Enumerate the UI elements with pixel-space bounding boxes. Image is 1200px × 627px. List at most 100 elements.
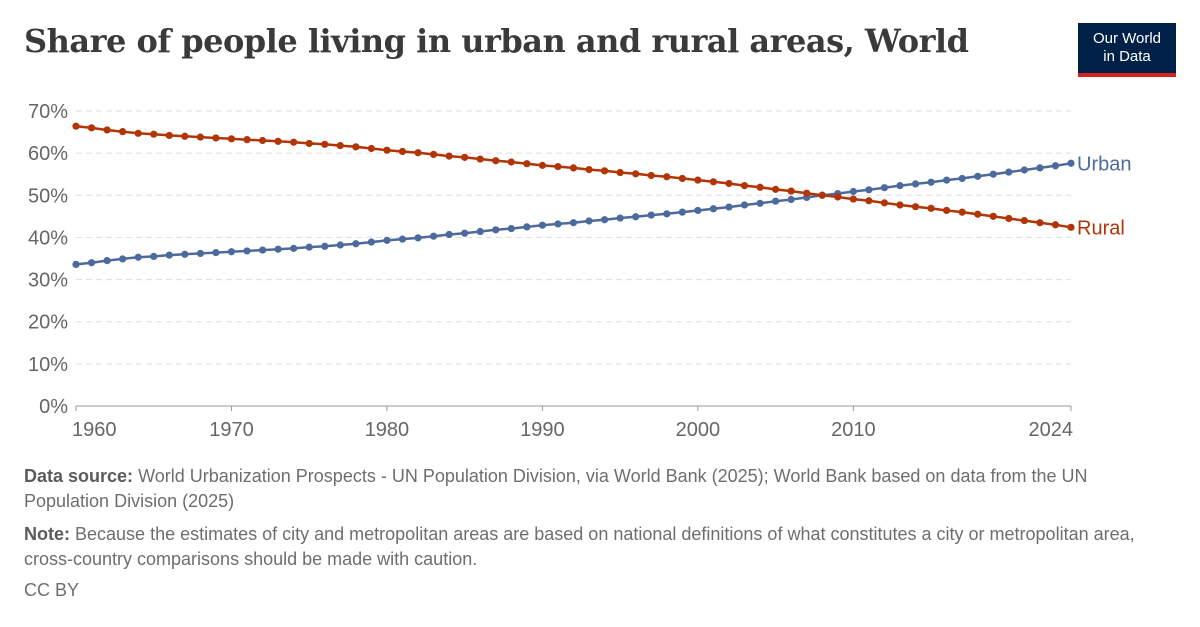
- x-tick-label: 1990: [520, 419, 565, 441]
- data-point-urban: [538, 221, 547, 229]
- data-point-urban: [476, 227, 484, 236]
- data-point-rural: [756, 183, 764, 191]
- data-point-rural: [336, 141, 344, 150]
- data-point-urban: [119, 255, 127, 263]
- data-point-urban: [694, 206, 702, 215]
- data-point-urban: [911, 180, 920, 188]
- data-point-urban: [1005, 168, 1013, 176]
- series-label-rural: Rural: [1077, 217, 1125, 239]
- data-point-urban: [258, 246, 267, 254]
- logo-line-2: in Data: [1103, 48, 1151, 65]
- data-point-rural: [911, 203, 920, 211]
- data-point-urban: [150, 252, 158, 260]
- data-point-rural: [974, 210, 982, 218]
- data-point-urban: [865, 186, 873, 194]
- data-point-rural: [1067, 223, 1075, 231]
- data-point-urban: [600, 216, 609, 224]
- data-point-rural: [585, 165, 593, 174]
- data-point-urban: [290, 244, 298, 252]
- data-point-rural: [72, 122, 80, 130]
- data-point-urban: [585, 217, 593, 225]
- data-point-rural: [740, 181, 749, 190]
- data-point-urban: [756, 199, 764, 207]
- data-point-rural: [445, 152, 453, 160]
- data-point-urban: [943, 176, 951, 184]
- data-point-rural: [678, 174, 686, 183]
- x-tick-label: 1970: [209, 419, 254, 441]
- data-point-urban: [134, 253, 142, 261]
- data-point-urban: [647, 211, 655, 219]
- data-point-urban: [103, 257, 111, 265]
- data-point-rural: [787, 187, 795, 195]
- data-point-urban: [725, 203, 733, 211]
- data-point-urban: [616, 214, 624, 222]
- owid-logo[interactable]: Our World in Data: [1078, 23, 1176, 77]
- series-label-urban: Urban: [1077, 153, 1131, 175]
- data-source-label: Data source:: [24, 466, 134, 486]
- data-point-rural: [321, 140, 329, 148]
- data-point-rural: [694, 176, 702, 184]
- data-point-rural: [492, 157, 500, 165]
- data-point-rural: [1005, 214, 1013, 223]
- data-point-rural: [958, 208, 966, 216]
- data-source: Data source: World Urbanization Prospect…: [24, 464, 1174, 514]
- data-point-urban: [1051, 162, 1060, 170]
- data-point-urban: [414, 234, 422, 242]
- data-point-rural: [87, 124, 96, 132]
- data-point-rural: [896, 201, 904, 209]
- chart-title: Share of people living in urban and rura…: [24, 22, 969, 60]
- data-point-urban: [1020, 166, 1028, 174]
- data-point-rural: [461, 153, 469, 161]
- data-point-urban: [87, 259, 96, 267]
- data-point-rural: [119, 128, 127, 136]
- data-point-rural: [150, 130, 158, 138]
- data-point-urban: [445, 230, 453, 239]
- data-point-urban: [367, 238, 375, 246]
- data-point-rural: [803, 189, 811, 197]
- data-point-rural: [383, 146, 391, 154]
- data-point-urban: [492, 226, 500, 234]
- line-chart: 0% 10% 20% 30% 40% 50% 60% 70% 1960 1970 1980 1990 2…: [28, 101, 1132, 441]
- data-point-urban: [352, 240, 360, 248]
- y-tick-label: 20%: [28, 312, 68, 334]
- data-point-rural: [476, 155, 484, 163]
- data-point-rural: [927, 204, 935, 212]
- data-point-urban: [740, 201, 749, 209]
- data-point-urban: [243, 247, 251, 255]
- data-point-urban: [678, 208, 686, 216]
- x-tick-label: 2000: [676, 419, 721, 441]
- data-point-urban: [709, 205, 718, 213]
- x-tick-label: 2010: [831, 419, 876, 441]
- y-tick-label: 60%: [28, 143, 68, 165]
- data-point-rural: [569, 164, 578, 172]
- data-point-rural: [367, 144, 375, 153]
- data-point-urban: [336, 241, 344, 249]
- data-point-urban: [1036, 164, 1044, 172]
- data-point-rural: [258, 136, 267, 145]
- x-tick-label: 2024: [1029, 419, 1074, 441]
- data-point-urban: [305, 243, 313, 251]
- x-tick-label: 1980: [365, 419, 410, 441]
- data-point-rural: [274, 137, 282, 145]
- data-point-rural: [243, 136, 251, 144]
- data-point-rural: [165, 131, 173, 140]
- data-point-urban: [958, 174, 966, 183]
- data-point-rural: [849, 195, 857, 203]
- note-label: Note:: [24, 524, 70, 544]
- data-source-text: World Urbanization Prospects - UN Popula…: [24, 466, 1088, 511]
- y-tick-label: 10%: [28, 354, 68, 376]
- data-point-urban: [989, 170, 997, 178]
- data-point-rural: [989, 212, 997, 220]
- data-point-urban: [429, 232, 438, 240]
- series-line-rural: [75, 124, 1072, 229]
- data-point-rural: [1036, 219, 1044, 227]
- data-point-rural: [772, 185, 780, 193]
- x-tick-label: 1960: [72, 419, 117, 441]
- data-point-urban: [632, 213, 640, 221]
- data-point-urban: [927, 178, 935, 186]
- data-point-rural: [880, 199, 889, 207]
- data-point-urban: [321, 242, 329, 250]
- data-point-urban: [880, 184, 889, 192]
- data-point-urban: [1067, 159, 1075, 167]
- data-point-rural: [554, 163, 562, 171]
